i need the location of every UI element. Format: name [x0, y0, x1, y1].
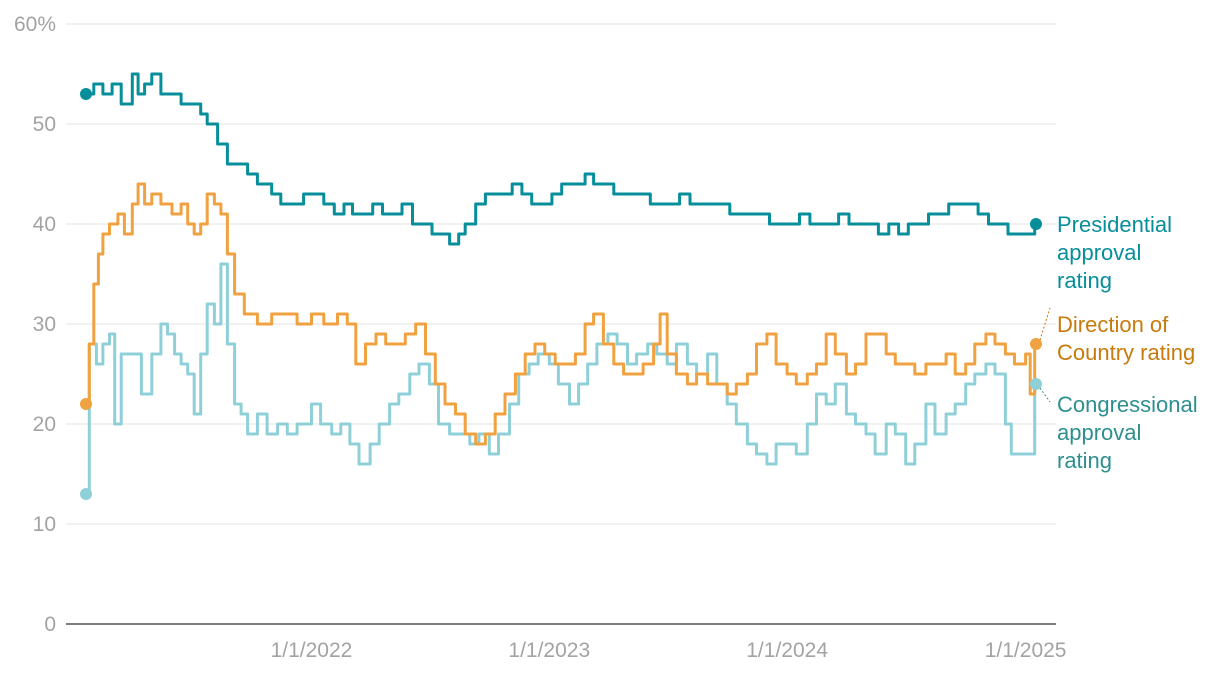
y-tick-label: 40 — [33, 213, 56, 236]
x-tick-label: 1/1/2022 — [271, 639, 353, 662]
gridlines — [66, 23, 1056, 525]
series-line-1 — [86, 182, 1037, 446]
series-label-line: Direction of — [1057, 312, 1169, 337]
series-label-line: rating — [1057, 448, 1112, 473]
series-label-line: approval — [1057, 240, 1141, 265]
y-axis-ticks: 0 10 20 30 40 50 60% — [14, 13, 56, 636]
series-label-line: approval — [1057, 420, 1141, 445]
x-tick-label: 1/1/2024 — [746, 639, 828, 662]
series-label-line: Congressional — [1057, 392, 1198, 417]
x-axis-ticks: 1/1/2022 1/1/2023 1/1/2024 1/1/2025 — [271, 639, 1067, 662]
y-tick-label: 20 — [33, 413, 56, 436]
series-label-line: rating — [1057, 268, 1112, 293]
series-end-marker-2 — [1030, 378, 1042, 390]
y-tick-label: 50 — [33, 113, 56, 136]
series-line-2 — [86, 262, 1037, 496]
y-tick-label: 10 — [33, 513, 56, 536]
series-end-marker-0 — [1030, 218, 1042, 230]
series-label-line: Presidential — [1057, 212, 1172, 237]
x-tick-label: 1/1/2023 — [508, 639, 590, 662]
series-start-marker-2 — [80, 488, 92, 500]
label-leader-2 — [1039, 387, 1051, 403]
y-tick-label: 0 — [44, 613, 56, 636]
series-end-marker-1 — [1030, 338, 1042, 350]
label-leader-1 — [1039, 307, 1051, 341]
series-start-marker-0 — [80, 88, 92, 100]
y-tick-label: 30 — [33, 313, 56, 336]
series-label-line: Country rating — [1057, 340, 1195, 365]
series-endpoints — [80, 88, 1042, 500]
series-line-0 — [86, 72, 1037, 246]
series-start-marker-1 — [80, 398, 92, 410]
y-tick-label: 60% — [14, 13, 56, 36]
series-labels: Presidential approval rating Direction of Co… — [1039, 212, 1198, 473]
series-lines — [86, 72, 1037, 496]
x-tick-label: 1/1/2025 — [985, 639, 1067, 662]
